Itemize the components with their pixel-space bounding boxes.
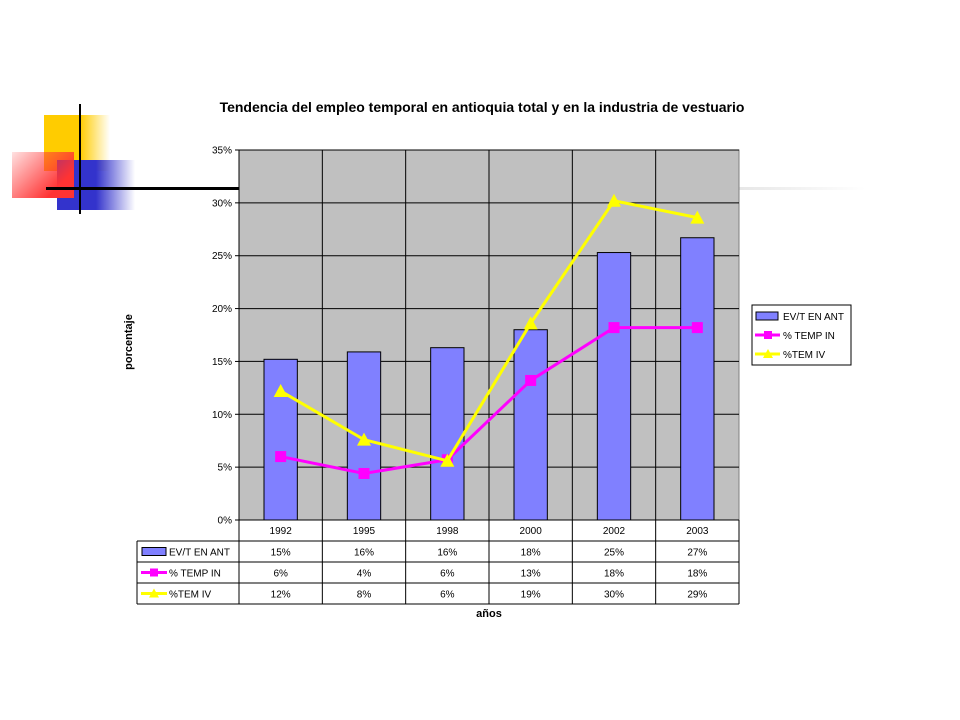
table-value: 6% — [440, 590, 455, 601]
series-line — [280, 326, 698, 476]
x-axis-label: años — [476, 608, 502, 620]
deco-red-square — [12, 152, 74, 198]
series-line — [279, 199, 698, 463]
bar — [430, 347, 465, 521]
y-tick-label: 30% — [212, 198, 232, 209]
table-series-name: EV/T EN ANT — [169, 548, 230, 559]
y-tick-label: 25% — [212, 251, 232, 262]
bar — [513, 329, 548, 521]
table-value: 25% — [604, 548, 624, 559]
y-tick-label: 20% — [212, 304, 232, 315]
y-tick-label: 35% — [212, 146, 232, 157]
y-axis-label: porcentaje — [123, 314, 135, 370]
legend-label: EV/T EN ANT — [783, 312, 844, 323]
point-triangle — [690, 210, 705, 224]
legend-label: % TEMP IN — [783, 331, 835, 342]
table-series-name: %TEM IV — [169, 590, 212, 601]
point-triangle — [273, 384, 288, 398]
y-tick-label: 10% — [212, 410, 232, 421]
point-triangle — [607, 193, 621, 207]
table-series-name: % TEMP IN — [169, 569, 221, 580]
gridlines-vertical — [238, 150, 657, 520]
table-value: 8% — [357, 590, 372, 601]
table-value: 6% — [440, 569, 455, 580]
legend-label: %TEM IV — [783, 350, 826, 361]
table-value: 16% — [437, 548, 457, 559]
deco-vertical-line — [79, 104, 81, 214]
table-value: 13% — [521, 569, 541, 580]
point-triangle — [357, 432, 371, 446]
y-tick-label: 5% — [218, 463, 233, 474]
x-category-label: 2002 — [603, 526, 626, 537]
x-category-label: 2000 — [520, 526, 543, 537]
point-square — [358, 467, 370, 479]
table-key-marker — [150, 568, 158, 577]
x-category-label: 1998 — [436, 526, 459, 537]
table-value: 15% — [271, 548, 291, 559]
bar-series — [263, 237, 715, 521]
y-tick-label: 0% — [218, 516, 233, 527]
point-square — [691, 322, 703, 334]
point-triangle — [523, 316, 538, 330]
table-value: 16% — [354, 548, 374, 559]
table-value: 29% — [687, 590, 707, 601]
table-value: 30% — [604, 590, 624, 601]
point-square — [608, 322, 620, 334]
x-category-label: 1995 — [353, 526, 376, 537]
table-key-marker — [149, 588, 159, 598]
y-axis-ticks: 0% 5% 10% 15% 20% 25% 30% 35% — [212, 146, 239, 527]
legend-key-marker — [764, 331, 772, 339]
table-value: 4% — [357, 569, 372, 580]
point-square — [275, 451, 287, 463]
table-value: 27% — [687, 548, 707, 559]
bar — [680, 237, 715, 521]
legend-key-marker — [763, 349, 773, 358]
table-value: 19% — [521, 590, 541, 601]
line-series — [273, 193, 705, 479]
table-value: 12% — [271, 590, 291, 601]
bar — [596, 252, 632, 521]
x-category-label: 1992 — [270, 526, 293, 537]
legend-key-bar — [755, 311, 779, 321]
table-value: 6% — [273, 569, 288, 580]
x-category-label: 2003 — [686, 526, 709, 537]
table-key-bar — [141, 547, 167, 556]
point-triangle — [440, 453, 455, 467]
table-value: 18% — [604, 569, 624, 580]
data-table: 1992 1995 1998 2000 2002 2003 EV/T EN ANT 15% 16… — [136, 520, 740, 605]
point-square — [525, 374, 537, 386]
legend: EV/T EN ANT % TEMP IN %TEM IV — [751, 304, 852, 366]
bar — [263, 358, 298, 521]
table-value: 18% — [687, 569, 707, 580]
table-value: 18% — [521, 548, 541, 559]
y-tick-label: 15% — [212, 357, 232, 368]
chart-title: Tendencia del empleo temporal en antioqu… — [220, 99, 745, 115]
